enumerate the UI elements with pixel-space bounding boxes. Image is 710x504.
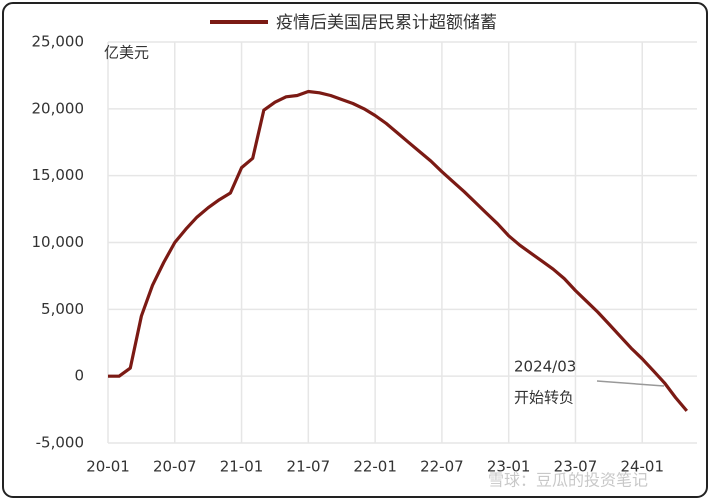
frame (2, 2, 708, 498)
x-tick-label: 23-07 (554, 458, 598, 476)
x-tick-label: 21-07 (287, 458, 331, 476)
watermark: 雪球：豆瓜的投资笔记 (488, 471, 648, 490)
annotation: 开始转负 (514, 389, 574, 407)
x-tick-label: 20-01 (86, 458, 130, 476)
y-tick-label: 10,000 (32, 233, 85, 251)
y-tick-label: 0 (74, 367, 84, 385)
y-unit: 亿美元 (104, 44, 149, 62)
annotation: 2024/03 (514, 358, 576, 376)
y-tick-label: 15,000 (32, 166, 85, 184)
x-tick-label: 23-01 (487, 458, 531, 476)
x-tick-label: 22-01 (353, 458, 397, 476)
annotation-pointer (596, 380, 665, 387)
y-tick-label: 5,000 (41, 300, 84, 318)
x-tick-label: 20-07 (153, 458, 197, 476)
x-tick-label: 24-01 (620, 458, 664, 476)
x-tick-label: 21-01 (220, 458, 264, 476)
y-tick-label: -5,000 (36, 434, 84, 452)
x-tick-label: 22-07 (420, 458, 464, 476)
y-tick-label: 20,000 (32, 99, 85, 117)
y-tick-label: 25,000 (32, 33, 85, 51)
data-line (108, 89, 689, 412)
legend-label: 疫情后美国居民累计超额储蓄 (276, 13, 497, 33)
